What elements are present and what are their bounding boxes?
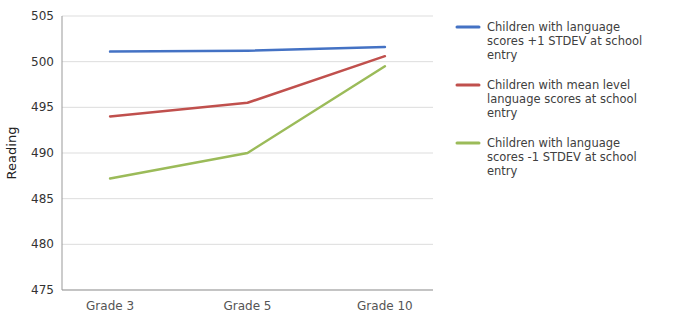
legend-label-line: Children with mean level	[487, 78, 630, 92]
legend-label-line: entry	[487, 48, 518, 62]
legend-label: Children with languagescores +1 STDEV at…	[487, 20, 642, 62]
legend-label-line: entry	[487, 164, 518, 178]
y-axis-label: Reading	[4, 127, 19, 180]
series-line	[110, 47, 385, 52]
legend-label: Children with languagescores -1 STDEV at…	[487, 136, 637, 178]
grid-line	[62, 198, 433, 199]
y-tick-label: 490	[31, 146, 54, 160]
chart-svg: 475 480 485 490 495 500 505 Grade 3 Grade 5 Grade…	[0, 0, 683, 324]
y-tick-label: 500	[31, 55, 54, 69]
grid-line	[62, 61, 433, 62]
legend-label-line: entry	[487, 106, 518, 120]
legend-swatch	[457, 142, 479, 145]
legend-swatch	[457, 84, 479, 87]
legend-label-line: scores +1 STDEV at school	[487, 34, 642, 48]
x-tick-label: Grade 3	[86, 299, 134, 313]
legend: Children with languagescores +1 STDEV at…	[457, 20, 642, 178]
y-tick-label: 480	[31, 237, 54, 251]
grid-line	[62, 290, 433, 291]
x-axis-line	[62, 290, 433, 291]
grid-line	[62, 16, 433, 17]
y-axis-line	[62, 16, 63, 290]
x-tick-label: Grade 5	[223, 299, 271, 313]
series-lines	[110, 47, 385, 179]
y-tick-label: 485	[31, 192, 54, 206]
legend-label-line: scores -1 STDEV at school	[487, 150, 637, 164]
legend-label-line: Children with language	[487, 20, 620, 34]
legend-label-line: language scores at school	[487, 92, 637, 106]
grid-line	[62, 107, 433, 108]
chart-container: 475 480 485 490 495 500 505 Grade 3 Grade 5 Grade…	[0, 0, 683, 324]
grid-line	[62, 244, 433, 245]
series-line	[110, 66, 385, 178]
y-tick-label: 495	[31, 100, 54, 114]
legend-label: Children with mean levellanguage scores …	[487, 78, 637, 120]
grid	[62, 16, 433, 290]
y-tick-label: 475	[31, 283, 54, 297]
legend-swatch	[457, 26, 479, 29]
x-tick-label: Grade 10	[357, 299, 413, 313]
legend-label-line: Children with language	[487, 136, 620, 150]
series-line	[110, 56, 385, 116]
y-tick-label: 505	[31, 9, 54, 23]
